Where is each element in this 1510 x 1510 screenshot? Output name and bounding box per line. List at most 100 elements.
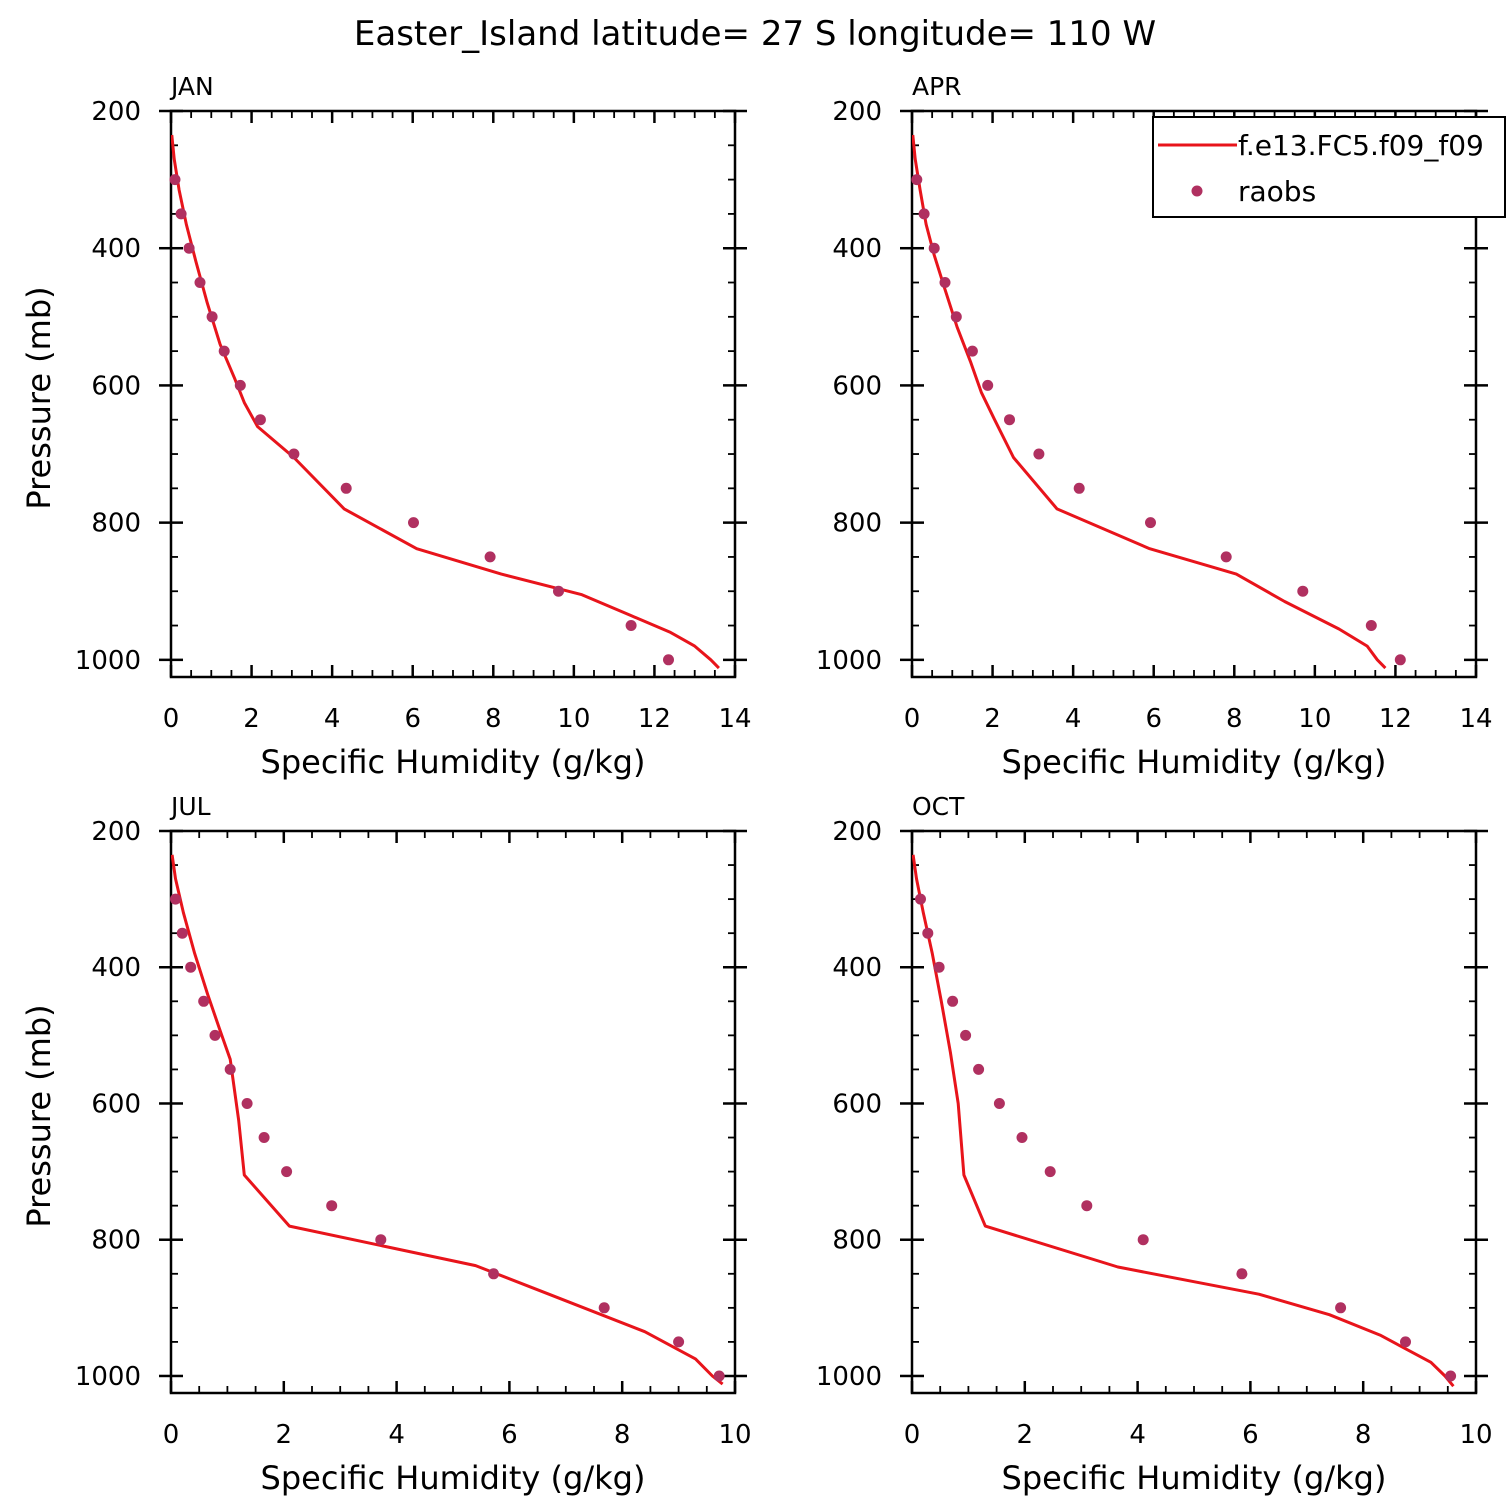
y-tick-label: 1000 bbox=[816, 1362, 882, 1392]
raobs-point bbox=[194, 277, 206, 288]
raobs-point bbox=[206, 311, 218, 323]
raobs-point bbox=[673, 1336, 685, 1348]
raobs-point bbox=[224, 1063, 236, 1075]
plot-frame bbox=[910, 829, 1478, 1395]
raobs-point bbox=[1365, 620, 1377, 631]
x-tick-label: 4 bbox=[388, 1420, 405, 1450]
raobs-point bbox=[198, 995, 210, 1007]
model-line bbox=[912, 854, 1455, 1388]
raobs-point bbox=[326, 1200, 338, 1212]
panel-label: JAN bbox=[169, 72, 214, 101]
y-tick-label: 1000 bbox=[816, 646, 882, 676]
raobs-point bbox=[922, 927, 934, 939]
raobs-point bbox=[281, 1166, 293, 1178]
y-tick-label: 200 bbox=[832, 817, 882, 847]
x-axis-label: Specific Humidity (g/kg) bbox=[1002, 743, 1387, 781]
model-line bbox=[171, 134, 720, 670]
y-tick-label: 1000 bbox=[75, 1362, 141, 1392]
raobs-point bbox=[288, 448, 300, 460]
panel-apr: 0 2 4 6 8 10 12 14 200 400 600 800 1000 APR Specific H… bbox=[816, 72, 1506, 781]
raobs-point bbox=[185, 961, 197, 973]
legend-obs-label: raobs bbox=[1238, 175, 1316, 208]
raobs-point bbox=[663, 654, 674, 666]
raobs-point bbox=[175, 208, 187, 220]
raobs-point bbox=[375, 1234, 387, 1246]
raobs-point bbox=[170, 893, 181, 905]
raobs-point bbox=[918, 208, 930, 220]
x-axis-label: Specific Humidity (g/kg) bbox=[261, 1459, 646, 1497]
raobs-point bbox=[973, 1063, 985, 1075]
raobs-point bbox=[598, 1302, 610, 1314]
panel-label: OCT bbox=[912, 792, 965, 821]
y-tick-label: 800 bbox=[832, 1226, 882, 1256]
raobs-point bbox=[408, 517, 419, 529]
x-tick-label: 0 bbox=[904, 1420, 921, 1450]
y-tick-label: 600 bbox=[832, 371, 882, 401]
y-tick-label: 400 bbox=[832, 953, 882, 983]
raobs-point bbox=[1081, 1200, 1093, 1212]
panel-oct: 0 2 4 6 8 10 200 400 600 800 1000 OCT Specific Humid… bbox=[816, 792, 1493, 1497]
raobs-point bbox=[340, 482, 352, 494]
plot-frame bbox=[169, 829, 737, 1395]
raobs-point bbox=[176, 927, 188, 939]
raobs-point bbox=[218, 345, 230, 357]
x-tick-label: 8 bbox=[614, 1420, 631, 1450]
legend-box bbox=[1152, 116, 1506, 218]
y-tick-label: 400 bbox=[832, 234, 882, 264]
raobs-point bbox=[1073, 482, 1085, 494]
x-tick-label: 4 bbox=[1129, 1420, 1146, 1450]
x-tick-label: 8 bbox=[1355, 1420, 1372, 1450]
raobs-point bbox=[1400, 1336, 1411, 1348]
x-tick-label: 2 bbox=[984, 704, 1001, 734]
x-tick-label: 0 bbox=[904, 704, 921, 734]
x-tick-label: 4 bbox=[324, 704, 341, 734]
raobs-point bbox=[950, 311, 962, 323]
panel-label: APR bbox=[912, 72, 962, 101]
raobs-point bbox=[1044, 1166, 1056, 1178]
raobs-point bbox=[966, 345, 978, 357]
legend-dot-swatch bbox=[1191, 185, 1203, 197]
raobs-point bbox=[982, 379, 994, 391]
y-tick-label: 600 bbox=[91, 1089, 141, 1119]
model-line bbox=[912, 134, 1387, 670]
raobs-point bbox=[1004, 414, 1015, 426]
x-tick-label: 10 bbox=[718, 1420, 751, 1450]
raobs-point bbox=[947, 995, 959, 1007]
x-tick-label: 8 bbox=[485, 704, 502, 734]
y-tick-label: 400 bbox=[91, 234, 141, 264]
model-line bbox=[171, 854, 724, 1386]
y-tick-label: 1000 bbox=[75, 646, 141, 676]
x-tick-label: 6 bbox=[501, 1420, 518, 1450]
x-tick-label: 2 bbox=[276, 1420, 293, 1450]
x-tick-label: 10 bbox=[1459, 1420, 1492, 1450]
y-tick-label: 400 bbox=[91, 953, 141, 983]
x-axis-label: Specific Humidity (g/kg) bbox=[1002, 1459, 1387, 1497]
x-tick-label: 0 bbox=[163, 1420, 180, 1450]
figure-title: Easter_Island latitude= 27 S longitude= … bbox=[354, 14, 1156, 54]
y-tick-label: 800 bbox=[91, 1226, 141, 1256]
y-tick-label: 800 bbox=[832, 509, 882, 539]
y-tick-label: 200 bbox=[91, 817, 141, 847]
raobs-point bbox=[933, 961, 945, 973]
x-axis-label: Specific Humidity (g/kg) bbox=[261, 743, 646, 781]
plot-frame bbox=[169, 109, 737, 679]
y-tick-label: 600 bbox=[91, 371, 141, 401]
x-tick-label: 10 bbox=[1298, 704, 1331, 734]
raobs-point bbox=[1394, 654, 1406, 666]
y-tick-label: 800 bbox=[91, 509, 141, 539]
x-tick-label: 14 bbox=[718, 704, 751, 734]
x-tick-label: 6 bbox=[1242, 1420, 1259, 1450]
raobs-point bbox=[939, 277, 951, 288]
legend-model-label: f.e13.FC5.f09_f09 bbox=[1238, 129, 1484, 162]
raobs-point bbox=[169, 174, 181, 186]
raobs-point bbox=[993, 1098, 1005, 1109]
raobs-point bbox=[713, 1370, 725, 1382]
panel-label: JUL bbox=[169, 792, 211, 821]
raobs-point bbox=[1297, 585, 1309, 597]
x-tick-label: 2 bbox=[243, 704, 260, 734]
raobs-point bbox=[241, 1098, 253, 1109]
raobs-point bbox=[1236, 1268, 1248, 1280]
raobs-point bbox=[625, 620, 637, 631]
raobs-point bbox=[1445, 1370, 1457, 1382]
